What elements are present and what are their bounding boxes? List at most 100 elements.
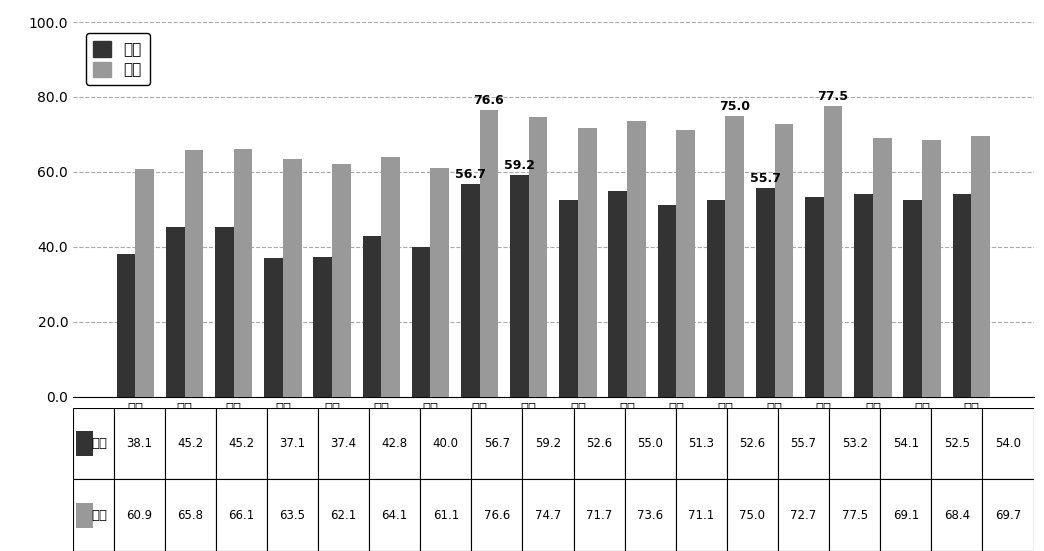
Text: 75.0: 75.0 <box>719 100 751 113</box>
Text: 52.6: 52.6 <box>586 437 612 450</box>
Legend: 여성, 남성: 여성, 남성 <box>86 34 149 85</box>
Bar <box>267 408 318 479</box>
Text: 60.9: 60.9 <box>126 509 152 522</box>
Text: 71.1: 71.1 <box>688 509 714 522</box>
Text: 77.5: 77.5 <box>817 90 849 104</box>
Text: 45.2: 45.2 <box>177 437 204 450</box>
Bar <box>420 408 471 479</box>
Bar <box>982 479 1034 551</box>
Text: 남성: 남성 <box>92 509 108 522</box>
Text: 76.6: 76.6 <box>483 509 511 522</box>
Bar <box>727 408 778 479</box>
Bar <box>677 131 695 397</box>
Bar <box>370 408 420 479</box>
Text: 42.8: 42.8 <box>381 437 408 450</box>
Bar <box>658 204 677 397</box>
Bar <box>430 168 449 397</box>
Bar <box>216 408 267 479</box>
Bar <box>573 408 624 479</box>
Bar <box>952 195 971 397</box>
Bar <box>624 408 675 479</box>
Bar <box>854 194 873 397</box>
Bar <box>411 247 430 397</box>
Bar <box>829 479 880 551</box>
Bar <box>75 503 93 528</box>
Bar <box>362 236 381 397</box>
Bar <box>727 479 778 551</box>
Bar <box>73 408 114 479</box>
Text: 55.7: 55.7 <box>790 437 816 450</box>
Bar <box>318 479 370 551</box>
Text: 55.7: 55.7 <box>750 172 781 185</box>
Bar <box>880 479 931 551</box>
Bar <box>775 125 793 397</box>
Text: 73.6: 73.6 <box>637 509 663 522</box>
Bar <box>471 479 522 551</box>
Bar <box>117 254 136 397</box>
Bar <box>511 175 528 397</box>
Bar <box>982 408 1034 479</box>
Bar <box>756 188 775 397</box>
Bar <box>185 150 204 397</box>
Text: 74.7: 74.7 <box>535 509 561 522</box>
Text: 56.7: 56.7 <box>483 437 509 450</box>
Bar <box>922 141 941 397</box>
Bar <box>267 479 318 551</box>
Bar <box>627 121 646 397</box>
Bar <box>726 116 744 397</box>
Text: 65.8: 65.8 <box>177 509 204 522</box>
Bar <box>931 408 982 479</box>
Text: 72.7: 72.7 <box>790 509 816 522</box>
Text: 62.1: 62.1 <box>330 509 357 522</box>
Text: 55.0: 55.0 <box>637 437 663 450</box>
Text: 64.1: 64.1 <box>381 509 408 522</box>
Bar <box>522 408 573 479</box>
Bar <box>283 159 302 397</box>
Text: 54.1: 54.1 <box>893 437 919 450</box>
Text: 52.5: 52.5 <box>944 437 970 450</box>
Bar <box>829 408 880 479</box>
Bar <box>873 138 892 397</box>
Text: 52.6: 52.6 <box>739 437 765 450</box>
Bar <box>75 431 93 456</box>
Text: 38.1: 38.1 <box>126 437 152 450</box>
Bar <box>573 479 624 551</box>
Bar <box>215 228 234 397</box>
Bar <box>370 479 420 551</box>
Text: 45.2: 45.2 <box>229 437 255 450</box>
Bar <box>675 408 727 479</box>
Text: 56.7: 56.7 <box>455 168 485 181</box>
Bar <box>522 479 573 551</box>
Text: 69.1: 69.1 <box>893 509 919 522</box>
Bar <box>609 191 627 397</box>
Bar <box>166 228 185 397</box>
Bar <box>114 408 165 479</box>
Bar <box>560 199 578 397</box>
Text: 51.3: 51.3 <box>688 437 714 450</box>
Text: 54.0: 54.0 <box>995 437 1021 450</box>
Text: 68.4: 68.4 <box>944 509 970 522</box>
Bar <box>805 197 824 397</box>
Bar <box>624 479 675 551</box>
Text: 40.0: 40.0 <box>433 437 458 450</box>
Text: 66.1: 66.1 <box>229 509 255 522</box>
Bar <box>903 200 922 397</box>
Bar <box>675 479 727 551</box>
Bar <box>931 479 982 551</box>
Text: 여성: 여성 <box>92 437 108 450</box>
Bar <box>578 128 596 397</box>
Text: 69.7: 69.7 <box>995 509 1021 522</box>
Bar <box>824 106 843 397</box>
Bar <box>528 117 547 397</box>
Text: 59.2: 59.2 <box>535 437 561 450</box>
Text: 77.5: 77.5 <box>841 509 868 522</box>
Bar <box>971 136 990 397</box>
Bar <box>264 258 283 397</box>
Bar <box>707 199 726 397</box>
Bar <box>73 479 114 551</box>
Bar <box>460 184 479 397</box>
Bar <box>114 479 165 551</box>
Text: 53.2: 53.2 <box>841 437 868 450</box>
Text: 76.6: 76.6 <box>474 94 504 107</box>
Bar <box>318 408 370 479</box>
